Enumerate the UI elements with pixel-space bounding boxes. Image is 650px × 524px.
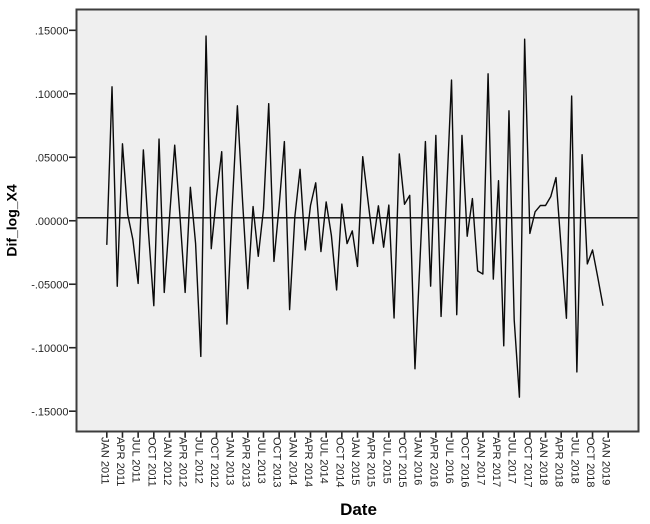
svg-text:OCT 2016: OCT 2016 <box>459 437 471 488</box>
svg-text:JAN 2011: JAN 2011 <box>98 437 110 485</box>
svg-text:JUL 2013: JUL 2013 <box>255 437 267 484</box>
svg-text:APR 2012: APR 2012 <box>177 437 189 487</box>
svg-text:JAN 2017: JAN 2017 <box>474 437 486 485</box>
svg-text:APR 2011: APR 2011 <box>114 437 126 486</box>
svg-text:JUL 2015: JUL 2015 <box>380 437 392 484</box>
svg-text:APR 2015: APR 2015 <box>365 437 377 487</box>
svg-text:JAN 2019: JAN 2019 <box>600 437 612 485</box>
svg-text:OCT 2013: OCT 2013 <box>271 437 283 488</box>
svg-text:Dif_log_X4: Dif_log_X4 <box>4 184 20 257</box>
svg-text:JAN 2015: JAN 2015 <box>349 437 361 485</box>
svg-text:OCT 2018: OCT 2018 <box>584 437 596 488</box>
svg-text:JUL 2018: JUL 2018 <box>568 437 580 484</box>
svg-text:APR 2014: APR 2014 <box>302 437 314 487</box>
svg-text:-.10000: -.10000 <box>31 343 68 355</box>
svg-text:.10000: .10000 <box>35 89 69 101</box>
svg-text:JAN 2014: JAN 2014 <box>286 437 298 485</box>
svg-text:APR 2013: APR 2013 <box>239 437 251 487</box>
svg-text:JUL 2012: JUL 2012 <box>192 437 204 484</box>
svg-text:JAN 2012: JAN 2012 <box>161 437 173 485</box>
svg-text:.15000: .15000 <box>35 26 69 38</box>
svg-text:APR 2017: APR 2017 <box>490 437 502 487</box>
svg-text:OCT 2011: OCT 2011 <box>145 437 157 487</box>
svg-text:OCT 2017: OCT 2017 <box>521 437 533 488</box>
svg-text:-.15000: -.15000 <box>31 407 68 419</box>
svg-text:OCT 2012: OCT 2012 <box>208 437 220 488</box>
svg-text:JUL 2011: JUL 2011 <box>130 437 142 483</box>
svg-text:Date: Date <box>340 500 377 519</box>
svg-text:APR 2016: APR 2016 <box>427 437 439 487</box>
svg-text:.00000: .00000 <box>35 216 69 228</box>
svg-text:JAN 2016: JAN 2016 <box>412 437 424 485</box>
svg-text:APR 2018: APR 2018 <box>553 437 565 487</box>
svg-text:OCT 2015: OCT 2015 <box>396 437 408 488</box>
svg-text:JUL 2016: JUL 2016 <box>443 437 455 484</box>
svg-text:JUL 2017: JUL 2017 <box>506 437 518 484</box>
svg-text:OCT 2014: OCT 2014 <box>333 437 345 488</box>
svg-text:JAN 2013: JAN 2013 <box>224 437 236 485</box>
svg-text:JAN 2018: JAN 2018 <box>537 437 549 485</box>
svg-text:-.05000: -.05000 <box>31 280 68 292</box>
svg-text:JUL 2014: JUL 2014 <box>318 437 330 484</box>
svg-text:.05000: .05000 <box>35 153 69 165</box>
